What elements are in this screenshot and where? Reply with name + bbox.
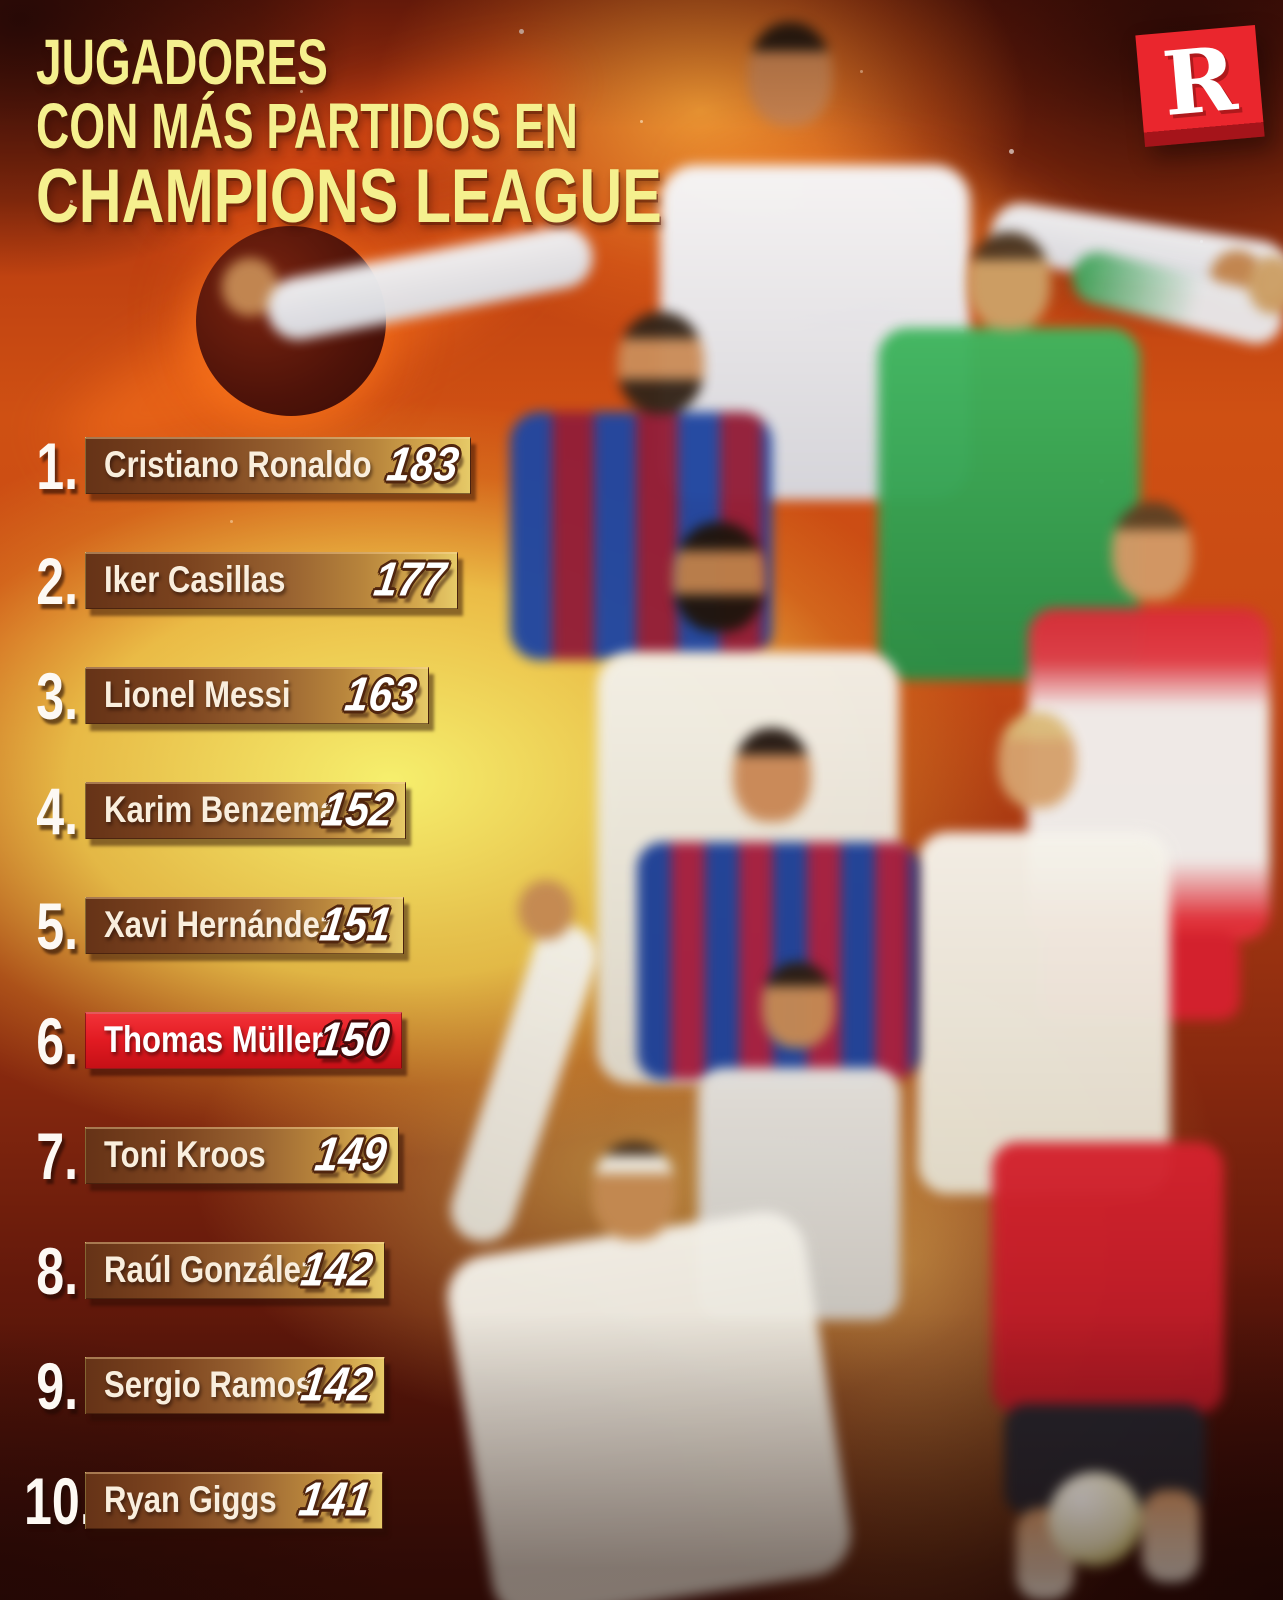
match-count: 183 [383, 438, 462, 492]
jersey-manchester-united-red [992, 1142, 1224, 1414]
rank-label: 6. [36, 1004, 78, 1078]
head [733, 728, 811, 822]
page-title: JUGADORES CON MÁS PARTIDOS EN CHAMPIONS … [36, 26, 838, 239]
player-photo-ryan-giggs [920, 1020, 1280, 1600]
rank-label: 2. [36, 544, 78, 618]
title-line-1: JUGADORES [36, 26, 328, 98]
ranking-row: 10. Ryan Giggs 141 [0, 1468, 1283, 1534]
rank-label: 10. [24, 1464, 94, 1538]
leg [1142, 1490, 1200, 1582]
ranking-row: 1. Cristiano Ronaldo 183 [0, 433, 1283, 499]
head [998, 712, 1076, 808]
player-photo-sergio-ramos [400, 860, 920, 1600]
ranking-row: 4. Karim Benzema 152 [0, 778, 1283, 844]
head [748, 22, 832, 126]
ranking-row: 3. Lionel Messi 163 [0, 663, 1283, 729]
jersey-real-madrid-white [918, 832, 1170, 1194]
match-count: 150 [314, 1013, 393, 1067]
rank-cell: 10. [2, 1468, 94, 1534]
rank-cell: 7. [2, 1123, 78, 1189]
ranking-row: 2. Iker Casillas 177 [0, 548, 1283, 614]
rank-cell: 2. [2, 548, 78, 614]
head [673, 522, 765, 632]
player-name: Karim Benzema [104, 789, 338, 831]
rank-cell: 1. [2, 433, 78, 499]
match-count: 142 [297, 1243, 376, 1297]
rank-label: 9. [36, 1349, 78, 1423]
rank-cell: 8. [2, 1238, 78, 1304]
ranking-bar: Xavi Hernández 151 [85, 897, 404, 954]
rank-label: 7. [36, 1119, 78, 1193]
ranking-row: 5. Xavi Hernández 151 [0, 893, 1283, 959]
ranking-bar: Cristiano Ronaldo 183 [85, 437, 471, 494]
rank-label: 3. [36, 659, 78, 733]
head [1112, 502, 1192, 600]
rank-label: 8. [36, 1234, 78, 1308]
ranking-bar: Toni Kroos 149 [85, 1127, 399, 1184]
match-count: 151 [316, 898, 395, 952]
player-name: Iker Casillas [104, 559, 286, 601]
head [968, 232, 1050, 330]
rank-cell: 3. [2, 663, 78, 729]
ranking-row: 8. Raúl González 142 [0, 1238, 1283, 1304]
ranking-bar: Sergio Ramos 142 [85, 1357, 385, 1414]
player-name: Raúl González [104, 1249, 317, 1291]
ranking-bar: Karim Benzema 152 [85, 782, 406, 839]
ranking-row: 6. Thomas Müller 150 [0, 1008, 1283, 1074]
player-photo-toni-kroos [880, 660, 1200, 1200]
rank-cell: 9. [2, 1353, 78, 1419]
player-name: Cristiano Ronaldo [104, 444, 372, 486]
title-line-3: CHAMPIONS LEAGUE [36, 154, 662, 239]
head [762, 962, 834, 1048]
player-name: Thomas Müller [104, 1019, 324, 1061]
match-count: 141 [295, 1473, 374, 1527]
match-count: 142 [297, 1358, 376, 1412]
rank-cell: 4. [2, 778, 78, 844]
ranking-bar: Lionel Messi 163 [85, 667, 429, 724]
player-name: Xavi Hernández [104, 904, 336, 946]
player-name: Lionel Messi [104, 674, 291, 716]
player-name: Sergio Ramos [104, 1364, 313, 1406]
ranking-bar: Ryan Giggs 141 [85, 1472, 383, 1529]
ranking-bar: Thomas Müller 150 [85, 1012, 402, 1069]
rank-label: 1. [36, 429, 78, 503]
rank-cell: 6. [2, 1008, 78, 1074]
match-count: 152 [318, 783, 397, 837]
rank-label: 5. [36, 889, 78, 963]
hand [1248, 256, 1283, 314]
head [618, 312, 704, 414]
head [592, 1142, 676, 1240]
soccer-ball [1048, 1472, 1142, 1566]
player-name: Toni Kroos [104, 1134, 266, 1176]
match-count: 163 [341, 668, 420, 722]
hand [518, 880, 574, 940]
match-count: 149 [311, 1128, 390, 1182]
rank-cell: 5. [2, 893, 78, 959]
player-name: Ryan Giggs [104, 1479, 277, 1521]
ranking-row: 9. Sergio Ramos 142 [0, 1353, 1283, 1419]
record-logo: R [1135, 24, 1265, 148]
rank-label: 4. [36, 774, 78, 848]
ranking-row: 7. Toni Kroos 149 [0, 1123, 1283, 1189]
ranking-bar: Raúl González 142 [85, 1242, 385, 1299]
title-line-2: CON MÁS PARTIDOS EN [36, 90, 578, 162]
ranking-bar: Iker Casillas 177 [85, 552, 458, 609]
record-logo-letter: R [1158, 26, 1241, 137]
match-count: 177 [370, 553, 449, 607]
